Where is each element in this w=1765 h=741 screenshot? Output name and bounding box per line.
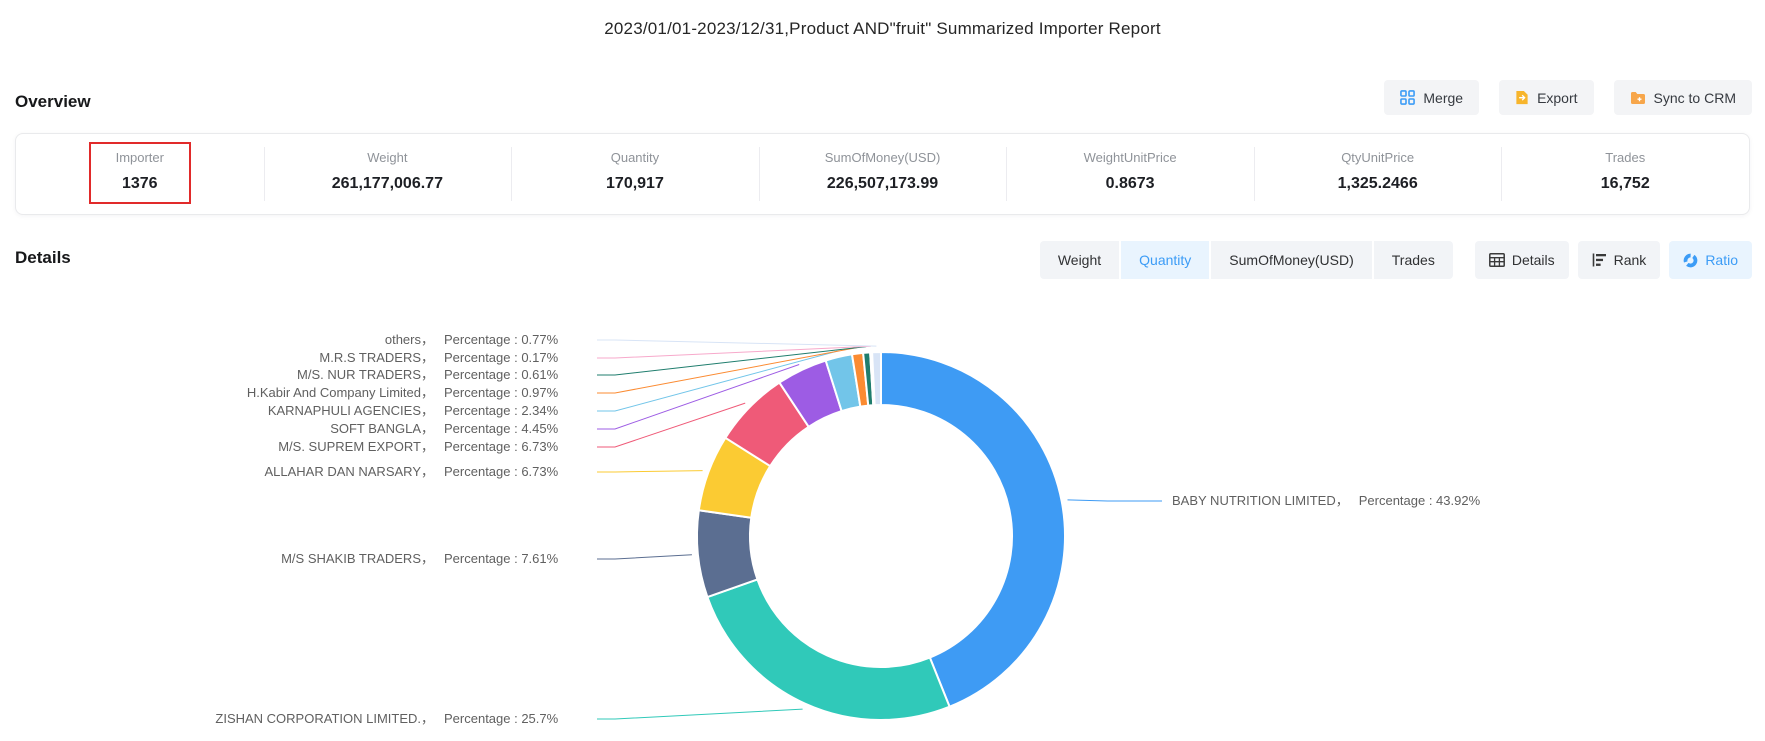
pie-label-m-s-suprem-export: M/S. SUPREM EXPORT， Percentage : 6.73% — [0, 439, 558, 455]
pie-label-zishan-corporation-limited: ZISHAN CORPORATION LIMITED.， Percentage :… — [0, 711, 558, 727]
pie-label-percentage: Percentage : 0.61% — [444, 367, 558, 383]
pie-label-name: M/S SHAKIB TRADERS， — [0, 551, 434, 567]
pie-label-others: others， Percentage : 0.77% — [0, 332, 558, 348]
stat-item-qtyunitprice: QtyUnitPrice 1,325.2466 — [1254, 134, 1502, 214]
pie-label-percentage: Percentage : 25.7% — [444, 711, 558, 727]
export-button-label: Export — [1537, 90, 1577, 106]
pie-label-name: M/S. SUPREM EXPORT， — [0, 439, 434, 455]
importer-report-page: 2023/01/01-2023/12/31,Product AND"fruit"… — [0, 0, 1765, 741]
pie-leader-line-m-s-shakib-traders — [597, 555, 692, 559]
merge-icon — [1400, 90, 1415, 105]
pie-label-name: others， — [0, 332, 434, 348]
stat-label: QtyUnitPrice — [1254, 149, 1502, 166]
stat-item-sumofmoney-usd: SumOfMoney(USD) 226,507,173.99 — [759, 134, 1007, 214]
export-icon — [1515, 90, 1529, 105]
pie-label-m-r-s-traders: M.R.S TRADERS， Percentage : 0.17% — [0, 350, 558, 366]
stat-value: 1,325.2466 — [1254, 174, 1502, 193]
pie-slice-zishan-corporation-limited[interactable] — [707, 579, 949, 720]
pie-label-percentage: Percentage : 2.34% — [444, 403, 558, 419]
pie-label-name: KARNAPHULI AGENCIES， — [0, 403, 434, 419]
overview-stats-card: Importer1376Weight261,177,006.77Quantity… — [15, 133, 1750, 215]
stat-item-weightunitprice: WeightUnitPrice 0.8673 — [1006, 134, 1254, 214]
pie-label-percentage: Percentage : 6.73% — [444, 464, 558, 480]
pie-label-name: H.Kabir And Company Limited， — [0, 385, 434, 401]
pie-label-percentage: Percentage : 0.97% — [444, 385, 558, 401]
pie-label-name: M/S. NUR TRADERS， — [0, 367, 434, 383]
stat-label: Importer — [16, 149, 264, 166]
stat-value: 170,917 — [511, 174, 759, 193]
pie-label-karnaphuli-agencies: KARNAPHULI AGENCIES， Percentage : 2.34% — [0, 403, 558, 419]
pie-leader-line-baby-nutrition-limited — [1068, 500, 1163, 501]
overview-heading: Overview — [15, 92, 91, 112]
stat-value: 16,752 — [1501, 174, 1749, 193]
pie-leader-line-m-r-s-traders — [597, 346, 871, 358]
overview-actions: Merge Export Sync to CRM — [1384, 80, 1752, 115]
page-title: 2023/01/01-2023/12/31,Product AND"fruit"… — [0, 19, 1765, 39]
sync-icon — [1630, 91, 1646, 105]
pie-slice-others[interactable] — [872, 352, 881, 405]
pie-leader-line-allahar-dan-narsary — [597, 471, 703, 472]
stat-label: SumOfMoney(USD) — [759, 149, 1007, 166]
pie-slice-baby-nutrition-limited[interactable] — [881, 352, 1065, 707]
pie-label-allahar-dan-narsary: ALLAHAR DAN NARSARY， Percentage : 6.73% — [0, 464, 558, 480]
pie-label-name: SOFT BANGLA， — [0, 421, 434, 437]
pie-label-m-s-nur-traders: M/S. NUR TRADERS， Percentage : 0.61% — [0, 367, 558, 383]
merge-button[interactable]: Merge — [1384, 80, 1479, 115]
stat-item-importer: Importer 1376 — [16, 134, 264, 214]
stat-label: Trades — [1501, 149, 1749, 166]
pie-label-percentage: Percentage : 6.73% — [444, 439, 558, 455]
stat-item-weight: Weight 261,177,006.77 — [264, 134, 512, 214]
export-button[interactable]: Export — [1499, 80, 1593, 115]
pie-label-m-s-shakib-traders: M/S SHAKIB TRADERS， Percentage : 7.61% — [0, 551, 558, 567]
pie-label-name: ALLAHAR DAN NARSARY， — [0, 464, 434, 480]
pie-label-name: BABY NUTRITION LIMITED， — [1172, 493, 1349, 509]
stat-value: 226,507,173.99 — [759, 174, 1007, 193]
sync-to-crm-button-label: Sync to CRM — [1654, 90, 1736, 106]
pie-label-name: ZISHAN CORPORATION LIMITED.， — [0, 711, 434, 727]
pie-label-soft-bangla: SOFT BANGLA， Percentage : 4.45% — [0, 421, 558, 437]
stat-label: Weight — [264, 149, 512, 166]
stat-label: Quantity — [511, 149, 759, 166]
stat-label: WeightUnitPrice — [1006, 149, 1254, 166]
stat-value: 1376 — [16, 174, 264, 193]
pie-leader-line-zishan-corporation-limited — [597, 709, 803, 719]
stat-value: 261,177,006.77 — [264, 174, 512, 193]
pie-label-baby-nutrition-limited: BABY NUTRITION LIMITED， Percentage : 43.9… — [1172, 493, 1480, 509]
pie-label-percentage: Percentage : 4.45% — [444, 421, 558, 437]
stat-item-trades: Trades 16,752 — [1501, 134, 1749, 214]
pie-label-percentage: Percentage : 0.17% — [444, 350, 558, 366]
stat-value: 0.8673 — [1006, 174, 1254, 193]
stat-item-quantity: Quantity 170,917 — [511, 134, 759, 214]
sync-to-crm-button[interactable]: Sync to CRM — [1614, 80, 1752, 115]
pie-label-name: M.R.S TRADERS， — [0, 350, 434, 366]
pie-leader-line-others — [597, 340, 876, 346]
pie-label-percentage: Percentage : 43.92% — [1359, 493, 1480, 509]
pie-label-percentage: Percentage : 7.61% — [444, 551, 558, 567]
pie-label-percentage: Percentage : 0.77% — [444, 332, 558, 348]
pie-label-h-kabir-and-company-limited: H.Kabir And Company Limited， Percentage :… — [0, 385, 558, 401]
merge-button-label: Merge — [1423, 90, 1463, 106]
